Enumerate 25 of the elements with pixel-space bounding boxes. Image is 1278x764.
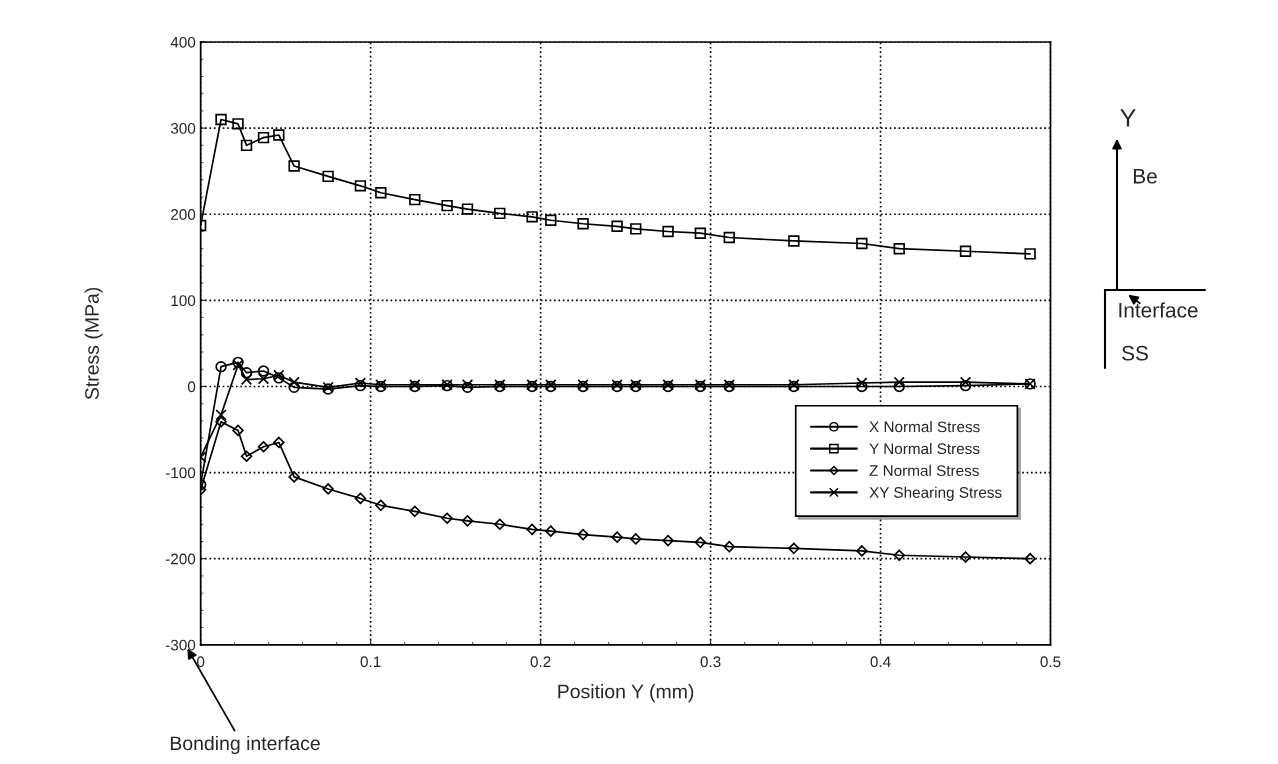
y-tick-label: 100 bbox=[171, 295, 196, 307]
legend-label: XY Shearing Stress bbox=[869, 486, 1002, 501]
x-tick-label: 0 bbox=[196, 656, 205, 668]
y-axis-title: Stress (MPa) bbox=[84, 287, 103, 400]
text: SS bbox=[1122, 345, 1148, 361]
y-tick-label: -300 bbox=[165, 639, 196, 651]
y-tick-label: -200 bbox=[165, 553, 196, 565]
legend-label: X Normal Stress bbox=[869, 421, 980, 433]
y-tick-label: 400 bbox=[170, 36, 196, 48]
x-tick-label: 0.4 bbox=[870, 656, 891, 668]
y-tick-label: 200 bbox=[171, 209, 196, 220]
legend-label: Y Normal Stress bbox=[869, 442, 980, 455]
y-tick-label: -100 bbox=[165, 467, 196, 479]
x-tick-label: 0.3 bbox=[700, 656, 721, 668]
x-tick-label: 0.5 bbox=[1040, 656, 1061, 668]
x-tick-label: 0.1 bbox=[360, 656, 381, 668]
text: Be bbox=[1133, 169, 1157, 184]
y-tick-label: 0 bbox=[187, 381, 196, 393]
x-axis-title: Position Y (mm) bbox=[558, 684, 694, 703]
text: Bonding interface bbox=[170, 735, 320, 755]
text: Y bbox=[1120, 109, 1136, 127]
y-tick-label: 300 bbox=[170, 123, 196, 134]
legend-label: Z Normal Stress bbox=[869, 464, 979, 476]
x-tick-label: 0.2 bbox=[530, 656, 551, 668]
text: Interface bbox=[1119, 302, 1198, 318]
